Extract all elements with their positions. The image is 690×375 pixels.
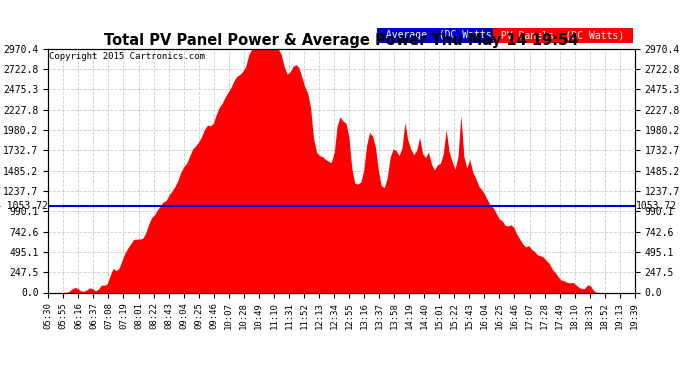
Text: PV Panels  (DC Watts): PV Panels (DC Watts) — [495, 30, 631, 40]
Title: Total PV Panel Power & Average Power Thu May 14 19:54: Total PV Panel Power & Average Power Thu… — [104, 33, 579, 48]
Text: ← 1053.72: ← 1053.72 — [0, 201, 48, 211]
Text: 1053.72: 1053.72 — [635, 201, 676, 211]
Text: Copyright 2015 Cartronics.com: Copyright 2015 Cartronics.com — [50, 53, 206, 62]
Text: Average  (DC Watts): Average (DC Watts) — [380, 30, 503, 40]
